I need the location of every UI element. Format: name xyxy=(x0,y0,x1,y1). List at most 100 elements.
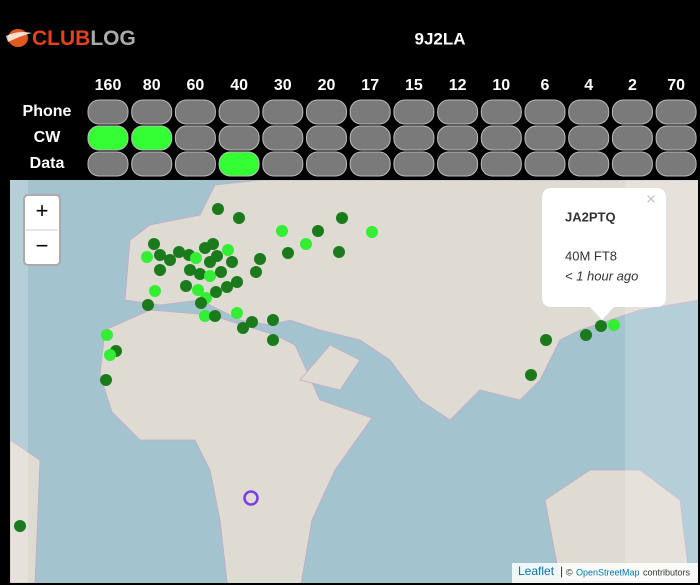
qso-marker xyxy=(100,374,112,386)
qso-marker xyxy=(204,270,216,282)
qso-marker xyxy=(222,244,234,256)
qso-marker xyxy=(209,310,221,322)
qso-marker xyxy=(231,307,243,319)
callsign-title: 9J2LA xyxy=(414,29,465,48)
band-cell xyxy=(437,151,479,177)
qso-marker xyxy=(254,253,266,265)
qso-marker xyxy=(336,212,348,224)
qso-marker xyxy=(608,319,620,331)
band-cell xyxy=(349,151,391,177)
band-cell xyxy=(655,125,697,151)
band-cell xyxy=(611,151,653,177)
qso-marker xyxy=(154,249,166,261)
qso-marker xyxy=(199,310,211,322)
popup-close[interactable]: × xyxy=(646,189,656,208)
band-cell xyxy=(131,125,173,151)
band-cell xyxy=(262,125,304,151)
qso-marker xyxy=(540,334,552,346)
qso-marker xyxy=(180,280,192,292)
zoom-control: + − xyxy=(23,194,61,266)
qso-marker xyxy=(300,238,312,250)
qso-marker xyxy=(312,225,324,237)
band-cell xyxy=(218,99,260,125)
popup-details: 40M FT8 xyxy=(565,248,617,263)
qso-marker xyxy=(212,203,224,215)
band-cell xyxy=(480,99,522,125)
qso-marker xyxy=(104,349,116,361)
band-cell xyxy=(131,151,173,177)
qso-marker xyxy=(333,246,345,258)
band-cell xyxy=(524,151,566,177)
logo-log: LOG xyxy=(90,27,136,50)
band-cell xyxy=(568,125,610,151)
qso-marker xyxy=(190,252,202,264)
band-cell xyxy=(437,125,479,151)
mode-label: CW xyxy=(34,129,62,146)
qso-marker xyxy=(207,238,219,250)
mode-label: Phone xyxy=(23,103,72,120)
zoom-in[interactable]: + xyxy=(36,198,49,223)
map: + − × JA2PTQ 40M FT8 < 1 hour ago Leafle… xyxy=(10,180,698,583)
band-cell xyxy=(524,99,566,125)
qso-marker xyxy=(195,297,207,309)
home-marker xyxy=(243,490,259,506)
band-cell xyxy=(655,151,697,177)
qso-marker xyxy=(149,285,161,297)
band-cell xyxy=(349,99,391,125)
band-cell xyxy=(393,151,435,177)
band-label: 6 xyxy=(541,77,550,94)
logo-club: CLUB xyxy=(32,27,90,50)
band-cell xyxy=(262,99,304,125)
band-label: 30 xyxy=(274,77,292,94)
qso-marker xyxy=(173,246,185,258)
qso-marker xyxy=(276,225,288,237)
attribution-copyright: © xyxy=(566,567,573,577)
qso-marker xyxy=(250,266,262,278)
mode-label: Data xyxy=(30,155,65,172)
qso-marker xyxy=(267,314,279,326)
band-cell xyxy=(174,99,216,125)
qso-marker xyxy=(204,256,216,268)
band-label: 4 xyxy=(584,77,593,94)
qso-marker xyxy=(14,520,26,532)
attribution-contributors: contributors xyxy=(643,567,691,577)
qso-marker xyxy=(192,284,204,296)
band-label: 12 xyxy=(449,77,467,94)
qso-marker xyxy=(226,256,238,268)
band-cell xyxy=(262,151,304,177)
band-cell xyxy=(655,99,697,125)
qso-marker xyxy=(194,268,206,280)
qso-marker xyxy=(282,247,294,259)
band-cell xyxy=(87,151,129,177)
qso-marker xyxy=(148,238,160,250)
zoom-out[interactable]: − xyxy=(36,233,49,258)
band-label: 17 xyxy=(361,77,379,94)
qso-marker xyxy=(595,320,607,332)
qso-marker xyxy=(141,251,153,263)
band-label: 40 xyxy=(230,77,248,94)
band-cell xyxy=(437,99,479,125)
band-cell xyxy=(174,151,216,177)
band-cell xyxy=(174,125,216,151)
popup-time: < 1 hour ago xyxy=(565,268,638,283)
osm-link[interactable]: OpenStreetMap xyxy=(576,567,640,577)
band-cell xyxy=(393,99,435,125)
attribution-separator: | xyxy=(560,564,563,578)
qso-marker xyxy=(580,329,592,341)
leaflet-link[interactable]: Leaflet xyxy=(518,564,555,578)
qso-marker xyxy=(164,254,176,266)
band-label: 160 xyxy=(95,77,122,94)
band-label: 80 xyxy=(143,77,161,94)
band-label: 2 xyxy=(628,77,637,94)
qso-marker xyxy=(525,369,537,381)
band-cell xyxy=(611,99,653,125)
band-label: 20 xyxy=(318,77,336,94)
qso-marker xyxy=(142,299,154,311)
band-cell xyxy=(218,125,260,151)
qso-marker xyxy=(267,334,279,346)
band-cell xyxy=(87,99,129,125)
qso-marker xyxy=(221,281,233,293)
band-cell xyxy=(306,99,347,125)
band-cell xyxy=(306,125,347,151)
